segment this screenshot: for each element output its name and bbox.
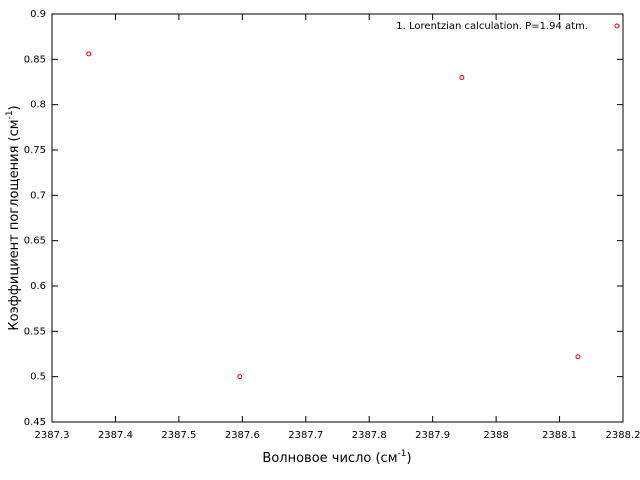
x-axis-label: Волновое число (см-1) (262, 449, 411, 466)
y-tick-label: 0.75 (24, 145, 46, 156)
x-label-text: Волновое число (см (262, 451, 397, 466)
y-tick-label: 0.85 (24, 54, 46, 65)
y-tick-label: 0.6 (30, 281, 46, 292)
y-tick-label: 0.9 (30, 9, 46, 20)
point (575, 354, 581, 360)
x-tick-label: 2388 (483, 430, 508, 441)
legend-label: 1. Lorentzian calculation. P=1.94 atm. (396, 21, 588, 32)
point (237, 374, 243, 380)
x-tick-label: 2387.7 (288, 430, 323, 441)
y-axis-label: Коэффициент поглощения (см-1) (5, 105, 22, 330)
y-tick-label: 0.55 (24, 326, 46, 337)
x-tick-label: 2387.5 (161, 430, 196, 441)
x-tick-label: 2387.9 (415, 430, 450, 441)
x-tick-label: 2388.2 (606, 430, 640, 441)
y-label-text: Коэффициент поглощения (см (7, 119, 22, 330)
point (86, 51, 92, 57)
y-tick-label: 0.65 (24, 236, 46, 247)
y-tick-label: 0.8 (30, 100, 46, 111)
legend-marker (614, 23, 620, 29)
y-tick-label: 0.7 (30, 190, 46, 201)
x-tick-label: 2388.1 (542, 430, 577, 441)
y-tick-label: 0.5 (30, 372, 46, 383)
plot-frame (51, 13, 624, 423)
y-label-end: ) (7, 105, 22, 110)
y-label-sup: -1 (5, 110, 15, 119)
x-tick-label: 2387.8 (352, 430, 387, 441)
point (459, 74, 465, 80)
y-tick-label: 0.45 (24, 417, 46, 428)
x-label-end: ) (406, 451, 411, 466)
x-tick-label: 2387.3 (35, 430, 70, 441)
x-tick-label: 2387.6 (225, 430, 260, 441)
x-tick-label: 2387.4 (98, 430, 133, 441)
x-label-sup: -1 (398, 449, 407, 459)
